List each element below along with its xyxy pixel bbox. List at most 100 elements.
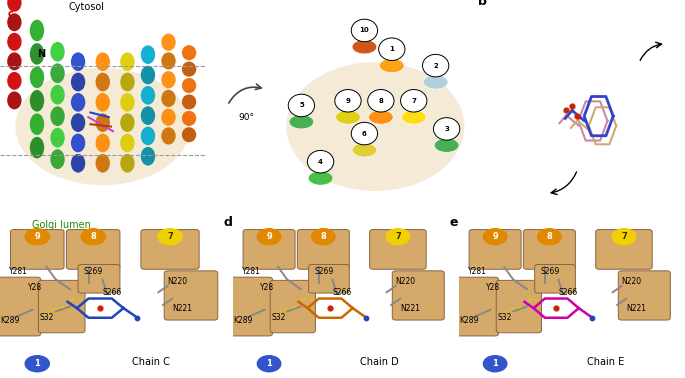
Circle shape — [483, 355, 508, 372]
Ellipse shape — [336, 110, 360, 124]
Text: 9: 9 — [345, 98, 351, 104]
Text: 1: 1 — [389, 46, 395, 52]
Text: S32: S32 — [497, 313, 512, 322]
Text: N: N — [37, 49, 45, 59]
Text: 3: 3 — [444, 126, 449, 132]
Ellipse shape — [182, 78, 196, 93]
Point — [561, 107, 572, 113]
Ellipse shape — [71, 53, 85, 71]
FancyBboxPatch shape — [164, 271, 218, 320]
Ellipse shape — [141, 106, 155, 125]
Ellipse shape — [95, 53, 110, 71]
FancyBboxPatch shape — [535, 265, 575, 293]
Text: 7: 7 — [167, 232, 173, 241]
Ellipse shape — [71, 113, 85, 132]
Ellipse shape — [95, 133, 110, 152]
Text: Y281: Y281 — [468, 267, 487, 276]
FancyBboxPatch shape — [309, 265, 349, 293]
Text: Y28: Y28 — [260, 283, 274, 292]
Ellipse shape — [162, 127, 175, 144]
Circle shape — [423, 54, 449, 77]
Ellipse shape — [162, 52, 175, 70]
Text: 8: 8 — [90, 232, 96, 241]
Text: S269: S269 — [314, 267, 334, 276]
Text: S266: S266 — [558, 288, 577, 297]
Text: S269: S269 — [84, 267, 103, 276]
Ellipse shape — [30, 43, 44, 65]
Circle shape — [308, 150, 334, 173]
Ellipse shape — [71, 133, 85, 152]
Text: 9: 9 — [34, 232, 40, 241]
Text: 9: 9 — [493, 232, 498, 241]
Text: Chain D: Chain D — [360, 357, 399, 367]
Ellipse shape — [162, 34, 175, 51]
Text: 4: 4 — [318, 159, 323, 165]
Text: N221: N221 — [400, 304, 420, 313]
Ellipse shape — [141, 127, 155, 145]
Text: Chain E: Chain E — [587, 357, 625, 367]
Point — [587, 314, 598, 321]
Text: d: d — [224, 216, 233, 229]
Circle shape — [80, 228, 106, 245]
Ellipse shape — [162, 108, 175, 126]
Circle shape — [25, 355, 50, 372]
FancyBboxPatch shape — [78, 265, 120, 293]
Circle shape — [483, 228, 508, 245]
Ellipse shape — [7, 33, 22, 51]
Point — [566, 102, 577, 108]
Ellipse shape — [95, 93, 110, 112]
Circle shape — [537, 228, 562, 245]
Text: N220: N220 — [622, 277, 642, 286]
Text: K289: K289 — [0, 316, 19, 325]
Ellipse shape — [352, 143, 377, 157]
Circle shape — [401, 90, 427, 112]
Circle shape — [386, 228, 410, 245]
Point — [95, 305, 105, 311]
Ellipse shape — [162, 90, 175, 107]
Text: 2: 2 — [434, 63, 438, 69]
Text: 1: 1 — [34, 359, 40, 368]
FancyBboxPatch shape — [66, 229, 120, 269]
Ellipse shape — [182, 62, 196, 77]
Ellipse shape — [71, 154, 85, 173]
Ellipse shape — [51, 128, 65, 147]
Text: 7: 7 — [621, 232, 627, 241]
Ellipse shape — [369, 110, 393, 124]
Text: Y281: Y281 — [242, 267, 261, 276]
Ellipse shape — [182, 111, 196, 126]
Ellipse shape — [141, 147, 155, 166]
Point — [361, 314, 372, 321]
Ellipse shape — [434, 138, 459, 152]
Ellipse shape — [286, 62, 464, 191]
Ellipse shape — [30, 90, 44, 112]
Text: S32: S32 — [271, 313, 286, 322]
Ellipse shape — [51, 149, 65, 169]
Ellipse shape — [95, 113, 110, 132]
FancyBboxPatch shape — [229, 277, 273, 336]
Text: Chain C: Chain C — [132, 357, 171, 367]
Text: N220: N220 — [168, 277, 188, 286]
FancyBboxPatch shape — [0, 277, 41, 336]
Ellipse shape — [182, 127, 196, 142]
Circle shape — [351, 122, 377, 145]
Ellipse shape — [121, 113, 134, 132]
Circle shape — [25, 228, 50, 245]
FancyBboxPatch shape — [38, 280, 85, 333]
Ellipse shape — [289, 115, 314, 129]
FancyBboxPatch shape — [456, 277, 499, 336]
FancyBboxPatch shape — [370, 229, 426, 269]
Ellipse shape — [121, 154, 134, 173]
Circle shape — [379, 38, 405, 60]
Ellipse shape — [71, 93, 85, 112]
Text: 6: 6 — [362, 130, 366, 136]
Ellipse shape — [182, 94, 196, 110]
Text: S269: S269 — [540, 267, 560, 276]
Ellipse shape — [95, 154, 110, 173]
Ellipse shape — [121, 73, 134, 91]
FancyBboxPatch shape — [469, 229, 521, 269]
FancyBboxPatch shape — [141, 229, 199, 269]
Text: N221: N221 — [173, 304, 192, 313]
Circle shape — [257, 355, 282, 372]
Ellipse shape — [7, 91, 22, 109]
Ellipse shape — [30, 20, 44, 41]
